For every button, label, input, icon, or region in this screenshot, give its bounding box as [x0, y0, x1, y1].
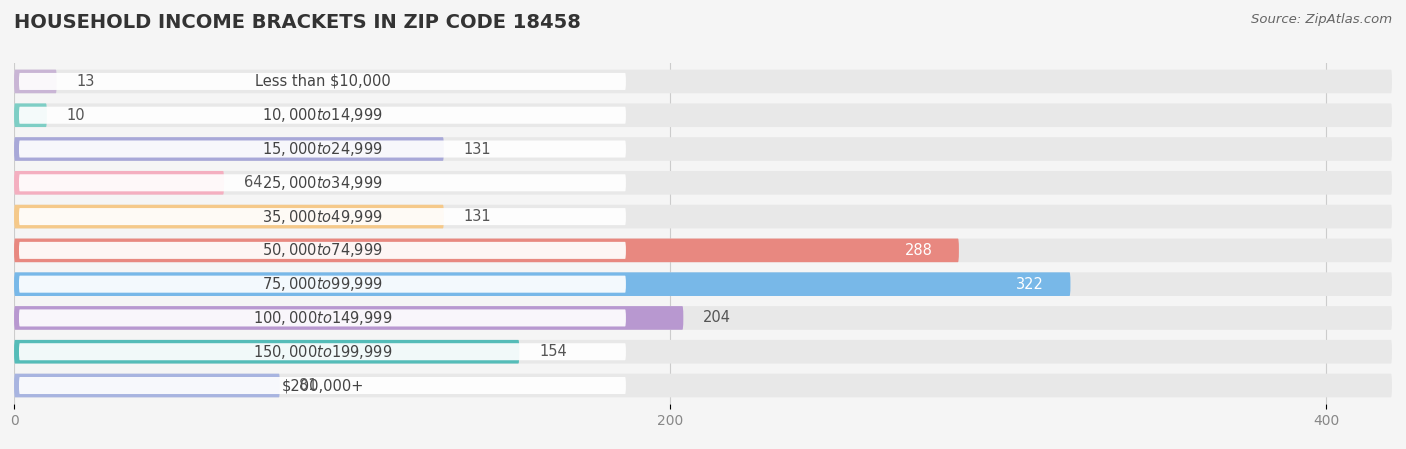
Text: 322: 322	[1017, 277, 1045, 292]
Text: $25,000 to $34,999: $25,000 to $34,999	[262, 174, 382, 192]
FancyBboxPatch shape	[14, 374, 280, 397]
Text: 13: 13	[76, 74, 94, 89]
FancyBboxPatch shape	[14, 273, 1070, 296]
FancyBboxPatch shape	[14, 273, 1392, 296]
Text: 64: 64	[243, 175, 262, 190]
FancyBboxPatch shape	[20, 377, 626, 394]
Text: 81: 81	[299, 378, 318, 393]
FancyBboxPatch shape	[20, 309, 626, 326]
FancyBboxPatch shape	[14, 306, 683, 330]
FancyBboxPatch shape	[14, 70, 1392, 93]
Text: $150,000 to $199,999: $150,000 to $199,999	[253, 343, 392, 361]
FancyBboxPatch shape	[20, 141, 626, 158]
FancyBboxPatch shape	[14, 238, 959, 262]
Text: $15,000 to $24,999: $15,000 to $24,999	[262, 140, 382, 158]
FancyBboxPatch shape	[14, 340, 1392, 364]
Text: $200,000+: $200,000+	[281, 378, 364, 393]
FancyBboxPatch shape	[20, 174, 626, 191]
FancyBboxPatch shape	[14, 238, 1392, 262]
FancyBboxPatch shape	[14, 70, 56, 93]
FancyBboxPatch shape	[20, 343, 626, 360]
FancyBboxPatch shape	[14, 171, 1392, 194]
Text: 288: 288	[905, 243, 932, 258]
FancyBboxPatch shape	[14, 137, 1392, 161]
FancyBboxPatch shape	[14, 171, 224, 194]
FancyBboxPatch shape	[14, 103, 1392, 127]
FancyBboxPatch shape	[14, 205, 1392, 229]
Text: $75,000 to $99,999: $75,000 to $99,999	[262, 275, 382, 293]
FancyBboxPatch shape	[20, 208, 626, 225]
FancyBboxPatch shape	[14, 205, 444, 229]
Text: Less than $10,000: Less than $10,000	[254, 74, 391, 89]
Text: 154: 154	[538, 344, 567, 359]
FancyBboxPatch shape	[14, 374, 1392, 397]
Text: 131: 131	[464, 209, 491, 224]
Text: $50,000 to $74,999: $50,000 to $74,999	[262, 242, 382, 260]
FancyBboxPatch shape	[20, 242, 626, 259]
FancyBboxPatch shape	[14, 103, 46, 127]
FancyBboxPatch shape	[20, 276, 626, 293]
Text: 131: 131	[464, 141, 491, 157]
Text: 204: 204	[703, 310, 731, 326]
Text: $35,000 to $49,999: $35,000 to $49,999	[262, 207, 382, 225]
Text: $10,000 to $14,999: $10,000 to $14,999	[262, 106, 382, 124]
FancyBboxPatch shape	[20, 73, 626, 90]
Text: $100,000 to $149,999: $100,000 to $149,999	[253, 309, 392, 327]
FancyBboxPatch shape	[14, 306, 1392, 330]
FancyBboxPatch shape	[20, 107, 626, 124]
FancyBboxPatch shape	[14, 340, 519, 364]
Text: HOUSEHOLD INCOME BRACKETS IN ZIP CODE 18458: HOUSEHOLD INCOME BRACKETS IN ZIP CODE 18…	[14, 13, 581, 32]
Text: 10: 10	[66, 108, 86, 123]
Text: Source: ZipAtlas.com: Source: ZipAtlas.com	[1251, 13, 1392, 26]
FancyBboxPatch shape	[14, 137, 444, 161]
